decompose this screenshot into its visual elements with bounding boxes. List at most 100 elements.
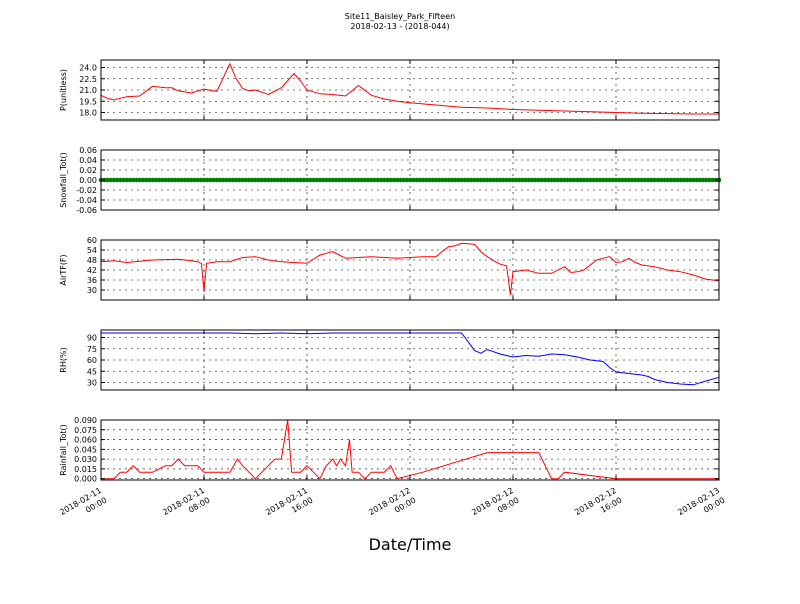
y-axis-label: RH(%) bbox=[59, 347, 68, 372]
data-point bbox=[369, 177, 374, 183]
data-point bbox=[443, 177, 448, 183]
data-point bbox=[407, 177, 413, 183]
data-point bbox=[211, 177, 216, 183]
data-point bbox=[488, 177, 493, 183]
data-point bbox=[249, 177, 255, 183]
data-point bbox=[623, 177, 628, 183]
data-point bbox=[298, 177, 303, 183]
data-point bbox=[127, 177, 133, 183]
y-tick-label: 0.030 bbox=[74, 455, 97, 464]
data-point bbox=[591, 177, 596, 183]
x-tick-label: 2018-02-1108:00 bbox=[161, 486, 211, 527]
data-point bbox=[597, 177, 603, 183]
data-point bbox=[182, 177, 187, 183]
data-point bbox=[163, 177, 168, 183]
data-point bbox=[475, 177, 480, 183]
data-point bbox=[533, 177, 538, 183]
data-point bbox=[645, 177, 651, 183]
data-point bbox=[111, 177, 117, 183]
data-point bbox=[275, 177, 281, 183]
data-point bbox=[542, 177, 548, 183]
data-point bbox=[501, 177, 506, 183]
data-point bbox=[513, 177, 519, 183]
data-point bbox=[539, 177, 545, 183]
data-point bbox=[272, 177, 278, 183]
data-point bbox=[134, 177, 139, 183]
data-point bbox=[484, 177, 490, 183]
data-point bbox=[221, 177, 226, 183]
data-point bbox=[558, 177, 564, 183]
data-point bbox=[455, 177, 461, 183]
data-point bbox=[626, 177, 632, 183]
data-point bbox=[156, 177, 162, 183]
y-tick-label: 45 bbox=[87, 367, 97, 376]
data-point bbox=[175, 177, 181, 183]
data-point bbox=[195, 177, 200, 183]
data-point bbox=[404, 177, 410, 183]
y-tick-label: 0.075 bbox=[74, 426, 97, 435]
subplot-2: 0.060.040.020.00-0.02-0.04-0.06 Snowfall_… bbox=[59, 146, 722, 215]
y-tick-label: 60 bbox=[87, 356, 97, 365]
data-point bbox=[282, 177, 287, 183]
data-point bbox=[517, 177, 522, 183]
data-point bbox=[642, 177, 648, 183]
y-tick-label: 0.00 bbox=[79, 176, 97, 185]
data-point bbox=[227, 177, 233, 183]
y-tick-label: 30 bbox=[87, 379, 97, 388]
data-point bbox=[108, 177, 113, 183]
data-point bbox=[652, 177, 657, 183]
data-point bbox=[452, 177, 458, 183]
data-point bbox=[324, 177, 329, 183]
data-point bbox=[153, 177, 159, 183]
data-point bbox=[172, 177, 178, 183]
x-axis-label: Date/Time bbox=[369, 535, 452, 554]
x-tick-label: 2018-02-1100:00 bbox=[58, 486, 108, 527]
data-point bbox=[555, 177, 561, 183]
data-point bbox=[633, 177, 638, 183]
data-point bbox=[356, 177, 361, 183]
y-tick-label: 90 bbox=[87, 334, 97, 343]
data-point bbox=[179, 177, 184, 183]
data-point bbox=[330, 177, 336, 183]
data-point bbox=[604, 177, 609, 183]
y-tick-label: 24.0 bbox=[79, 64, 97, 73]
data-point bbox=[130, 177, 136, 183]
data-point bbox=[497, 177, 503, 183]
data-point bbox=[304, 177, 310, 183]
data-point bbox=[494, 177, 500, 183]
data-point bbox=[549, 177, 554, 183]
y-axis-label: AirTF(F) bbox=[59, 254, 68, 285]
series-line bbox=[101, 419, 719, 480]
data-point bbox=[262, 177, 268, 183]
data-point bbox=[681, 177, 686, 183]
data-point bbox=[301, 177, 307, 183]
data-point bbox=[391, 177, 397, 183]
y-axis-label: Rainfall_Tot() bbox=[59, 424, 68, 476]
data-point bbox=[610, 177, 616, 183]
data-point bbox=[661, 177, 667, 183]
chart-title: Site11_Baisley_Park_Fifteen bbox=[345, 12, 455, 21]
data-point bbox=[137, 177, 142, 183]
y-tick-label: 30 bbox=[87, 286, 97, 295]
y-tick-label: 18.0 bbox=[79, 109, 97, 118]
data-point bbox=[472, 177, 477, 183]
data-point bbox=[536, 177, 542, 183]
data-point bbox=[140, 177, 146, 183]
y-tick-label: 19.5 bbox=[79, 97, 97, 106]
data-point bbox=[201, 177, 207, 183]
data-point bbox=[562, 177, 567, 183]
data-point bbox=[703, 177, 709, 183]
data-point bbox=[237, 177, 242, 183]
data-point bbox=[468, 177, 474, 183]
x-tick-label: 2018-02-1200:00 bbox=[367, 486, 417, 527]
data-point bbox=[694, 177, 699, 183]
data-point bbox=[188, 177, 194, 183]
data-point bbox=[381, 177, 387, 183]
y-tick-label: 36 bbox=[87, 276, 97, 285]
data-point bbox=[311, 177, 316, 183]
data-point bbox=[398, 177, 403, 183]
y-tick-label: 75 bbox=[87, 345, 97, 354]
data-point bbox=[352, 177, 358, 183]
y-tick-label: -0.02 bbox=[76, 186, 97, 195]
